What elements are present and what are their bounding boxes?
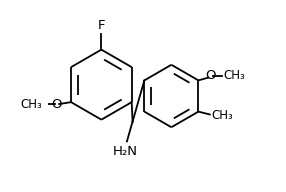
Text: CH₃: CH₃ <box>21 98 42 111</box>
Text: CH₃: CH₃ <box>212 109 233 122</box>
Text: O: O <box>205 69 216 82</box>
Text: O: O <box>51 98 62 111</box>
Text: CH₃: CH₃ <box>223 69 245 82</box>
Text: H₂N: H₂N <box>112 145 138 158</box>
Text: F: F <box>98 19 105 32</box>
